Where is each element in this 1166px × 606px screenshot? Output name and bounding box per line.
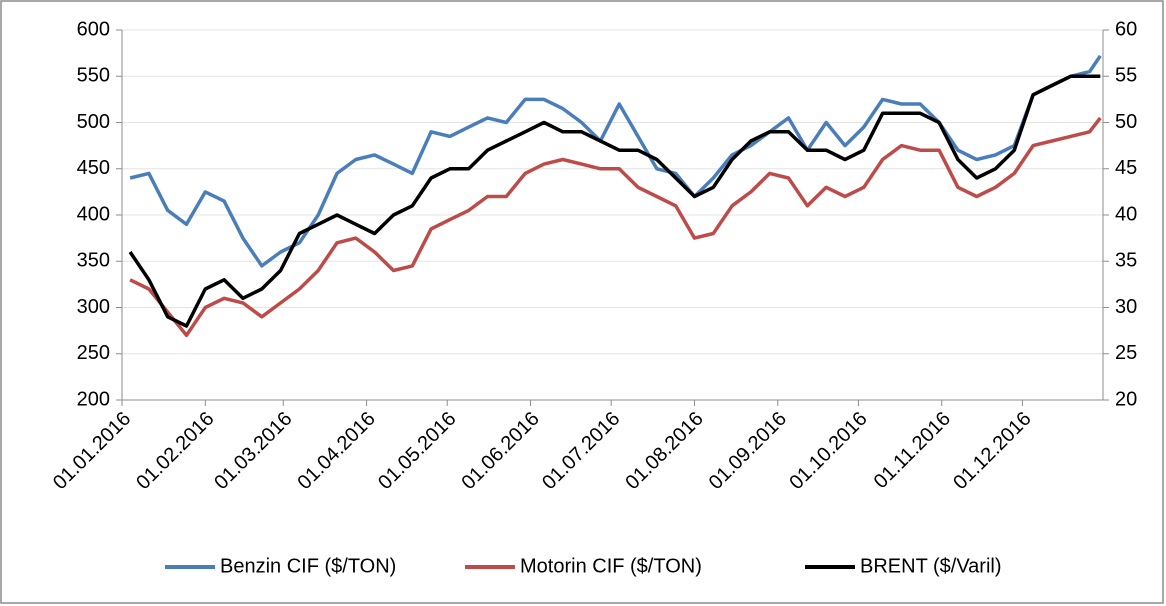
y-tick-label: 200 (77, 388, 110, 410)
y2-tick-label: 20 (1115, 388, 1137, 410)
y2-tick-label: 35 (1115, 250, 1137, 272)
y2-tick-label: 40 (1115, 203, 1137, 225)
legend-label: BRENT ($/Varil) (860, 555, 1002, 577)
legend-label: Benzin CIF ($/TON) (220, 555, 396, 577)
y-tick-label: 600 (77, 18, 110, 40)
y2-tick-label: 25 (1115, 342, 1137, 364)
y-tick-label: 450 (77, 157, 110, 179)
series-line (128, 74, 1101, 328)
y-tick-label: 250 (77, 342, 110, 364)
y-tick-label: 350 (77, 250, 110, 272)
y2-tick-label: 45 (1115, 157, 1137, 179)
y-tick-label: 500 (77, 111, 110, 133)
y2-tick-label: 30 (1115, 296, 1137, 318)
y-tick-label: 400 (77, 203, 110, 225)
y2-tick-label: 55 (1115, 65, 1137, 87)
y2-tick-label: 60 (1115, 18, 1137, 40)
y-tick-label: 300 (77, 296, 110, 318)
series-line (129, 116, 1102, 338)
y-tick-label: 550 (77, 65, 110, 87)
legend-label: Motorin CIF ($/TON) (520, 555, 702, 577)
y2-tick-label: 50 (1115, 111, 1137, 133)
